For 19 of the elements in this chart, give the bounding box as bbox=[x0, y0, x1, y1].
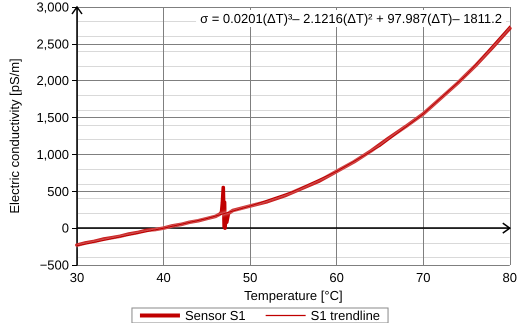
x-tick-label: 60 bbox=[329, 270, 344, 285]
x-axis-title: Temperature [°C] bbox=[244, 288, 343, 303]
x-tick-label: 70 bbox=[416, 270, 430, 285]
x-tick-label: 80 bbox=[502, 270, 518, 285]
y-tick-label: 3,000 bbox=[36, 0, 69, 14]
x-tick-label: 30 bbox=[70, 270, 84, 285]
y-tick-label: 1,500 bbox=[36, 110, 69, 126]
y-tick-label: 2,500 bbox=[36, 36, 69, 52]
y-tick-label: 500 bbox=[47, 184, 69, 199]
y-tick-label: 0 bbox=[62, 220, 69, 236]
x-tick-label: 50 bbox=[242, 270, 258, 285]
y-axis-title: Electric conductivity [pS/m] bbox=[7, 58, 22, 214]
y-tick-label: 2,000 bbox=[36, 73, 69, 88]
annotation: σ = 0.0201(ΔT)³– 2.1216(ΔT)² + 97.987(ΔT)– 1811.2 bbox=[200, 11, 502, 26]
x-tick-label: 40 bbox=[156, 270, 171, 285]
y-tick-label: 1,000 bbox=[36, 146, 69, 162]
legend-label: Sensor S1 bbox=[184, 308, 246, 323]
y-tick-label: −500 bbox=[40, 258, 69, 272]
legend-label: S1 trendline bbox=[310, 308, 380, 323]
